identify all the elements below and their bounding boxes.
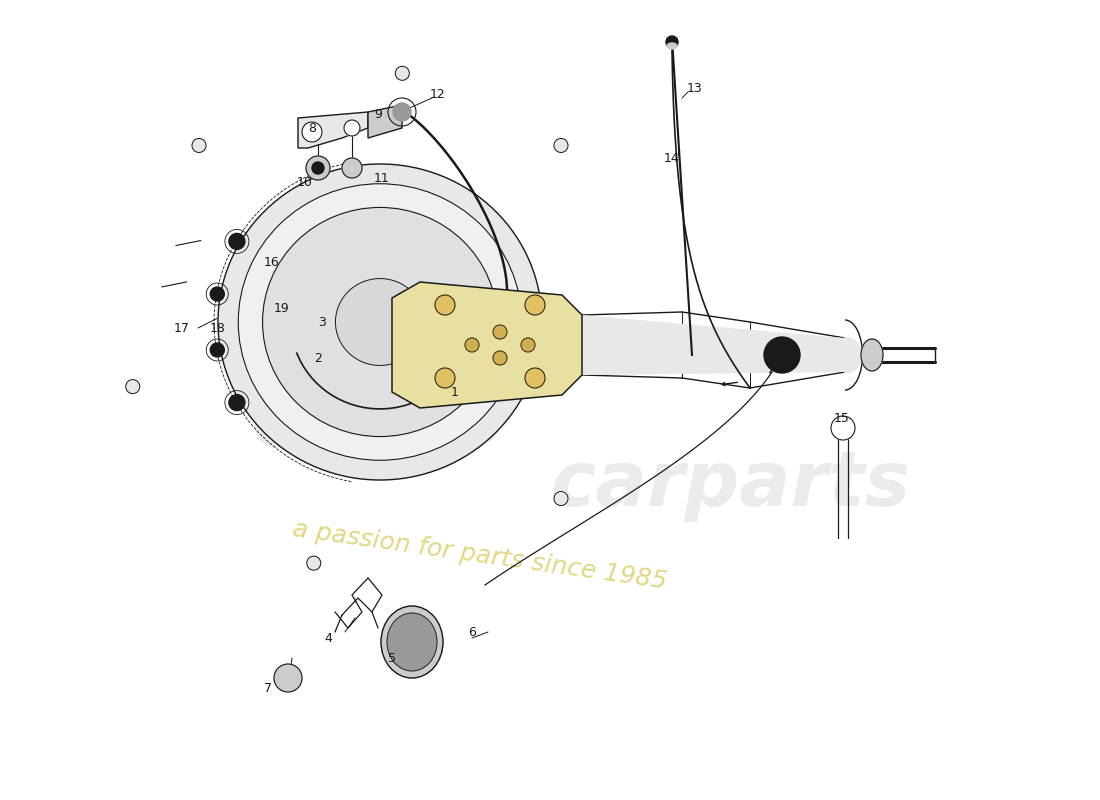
Circle shape <box>525 295 544 315</box>
Text: a passion for parts since 1985: a passion for parts since 1985 <box>292 517 669 593</box>
Text: euro: euro <box>250 371 507 469</box>
Text: 5: 5 <box>388 651 396 665</box>
Circle shape <box>493 325 507 339</box>
Wedge shape <box>845 338 862 373</box>
Text: 7: 7 <box>264 682 272 694</box>
Text: 13: 13 <box>688 82 703 94</box>
Circle shape <box>493 351 507 365</box>
Circle shape <box>393 103 411 121</box>
Circle shape <box>434 295 455 315</box>
Text: 17: 17 <box>174 322 190 334</box>
Text: 10: 10 <box>297 175 312 189</box>
Circle shape <box>274 664 302 692</box>
Text: 19: 19 <box>274 302 290 314</box>
Circle shape <box>210 287 224 301</box>
Polygon shape <box>582 315 845 375</box>
Circle shape <box>125 380 140 394</box>
Circle shape <box>342 158 362 178</box>
Text: 15: 15 <box>834 411 850 425</box>
Polygon shape <box>368 105 402 138</box>
Text: 2: 2 <box>315 351 322 365</box>
Circle shape <box>344 120 360 136</box>
Circle shape <box>465 338 478 352</box>
Circle shape <box>830 416 855 440</box>
Ellipse shape <box>381 606 443 678</box>
Polygon shape <box>298 112 368 148</box>
Circle shape <box>307 556 321 570</box>
Text: 1: 1 <box>451 386 459 398</box>
Text: 8: 8 <box>308 122 316 134</box>
Circle shape <box>434 368 455 388</box>
Ellipse shape <box>667 43 676 49</box>
Circle shape <box>554 491 568 506</box>
Text: carparts: carparts <box>550 448 910 522</box>
Circle shape <box>554 138 568 153</box>
Circle shape <box>210 343 224 357</box>
Circle shape <box>229 394 245 410</box>
Text: 11: 11 <box>374 171 389 185</box>
Text: 9: 9 <box>374 109 382 122</box>
Text: 3: 3 <box>318 315 326 329</box>
Ellipse shape <box>387 613 437 671</box>
Ellipse shape <box>239 184 521 460</box>
Text: 18: 18 <box>210 322 225 334</box>
Circle shape <box>229 234 245 250</box>
Circle shape <box>521 338 535 352</box>
Text: 12: 12 <box>430 89 446 102</box>
Circle shape <box>192 138 206 153</box>
Polygon shape <box>392 282 582 408</box>
Circle shape <box>525 368 544 388</box>
Text: 16: 16 <box>264 255 279 269</box>
Text: 6: 6 <box>469 626 476 638</box>
Text: 4: 4 <box>324 631 332 645</box>
Ellipse shape <box>263 207 497 437</box>
Circle shape <box>764 337 800 373</box>
Circle shape <box>302 122 322 142</box>
Circle shape <box>306 156 330 180</box>
Text: 14: 14 <box>664 151 680 165</box>
Circle shape <box>666 36 678 48</box>
Circle shape <box>312 162 324 174</box>
Ellipse shape <box>861 339 883 371</box>
Circle shape <box>395 66 409 80</box>
Ellipse shape <box>336 278 425 366</box>
Ellipse shape <box>218 164 542 480</box>
